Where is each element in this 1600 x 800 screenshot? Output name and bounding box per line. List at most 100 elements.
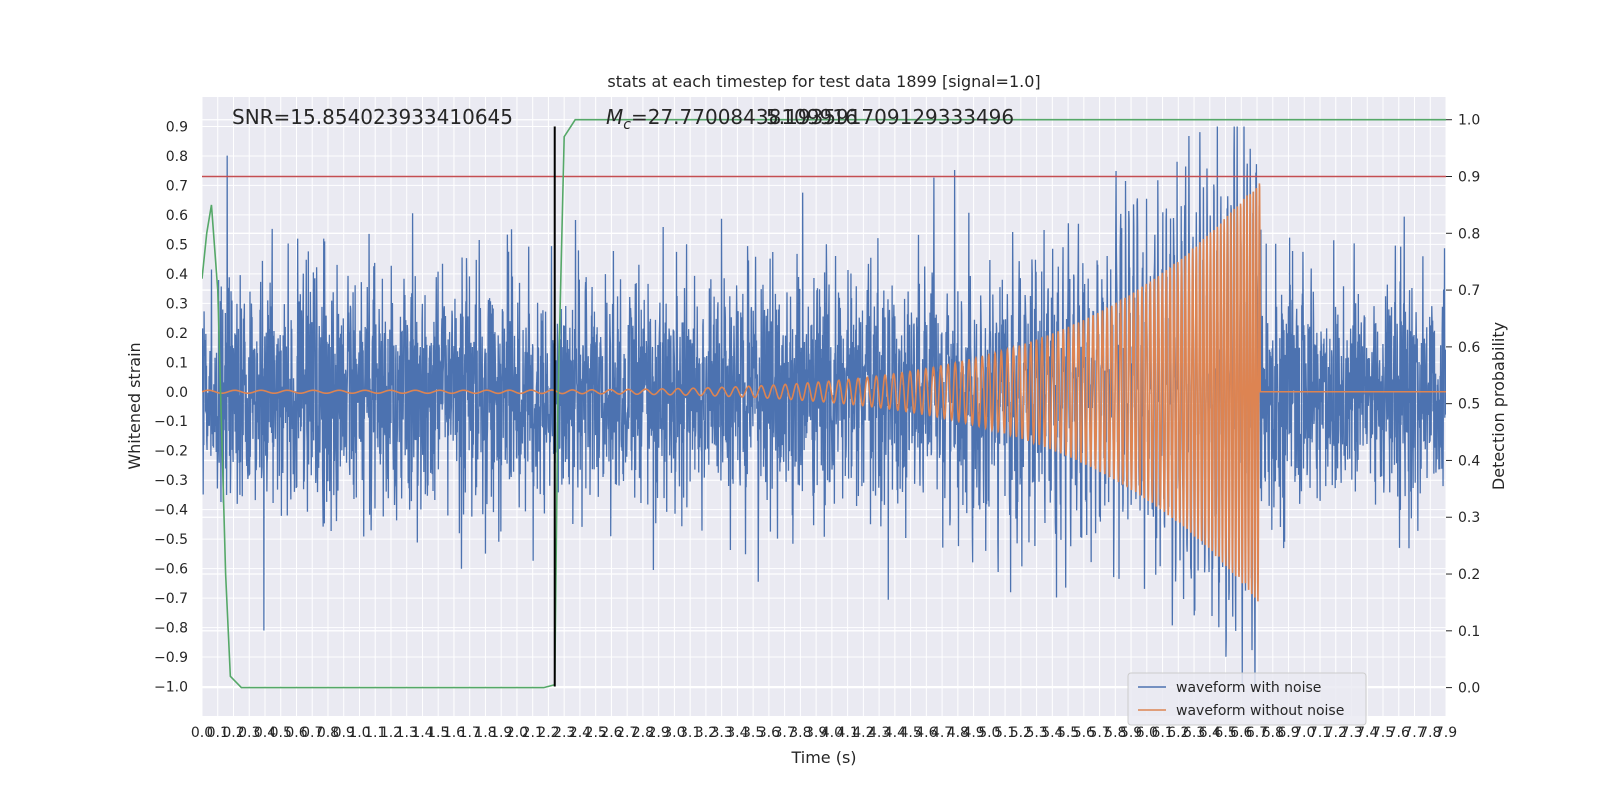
x-tick-label: 6.3: [1183, 725, 1205, 741]
y-right-tick-label: 0.6: [1458, 340, 1480, 356]
x-tick-label: 3.2: [695, 725, 717, 741]
y-axis-left-label: Whitened strain: [125, 342, 144, 469]
x-tick-label: 4.0: [821, 725, 843, 741]
x-tick-label: 7.9: [1435, 725, 1457, 741]
x-tick-label: 2.8: [632, 725, 654, 741]
y-left-tick-label: 0.9: [166, 119, 188, 135]
x-tick-label: 5.9: [1120, 725, 1142, 741]
x-tick-label: 5.6: [1073, 725, 1095, 741]
y-axis-right-ticks: 0.0 0.1 0.2 0.3 0.4 0.5 0.6 0.7 0.8 0.9 1.0: [1446, 113, 1480, 697]
chirp-mass-subscript: c: [623, 117, 631, 133]
x-tick-label: 0.5: [270, 725, 292, 741]
x-tick-label: 1.4: [411, 725, 433, 741]
x-tick-label: 5.1: [994, 725, 1016, 741]
x-tick-label: 6.1: [1151, 725, 1173, 741]
x-tick-label: 1.8: [474, 725, 496, 741]
x-tick-label: 4.4: [884, 725, 906, 741]
x-tick-label: 4.5: [899, 725, 921, 741]
x-tick-label: 7.4: [1356, 725, 1378, 741]
x-tick-label: 1.6: [443, 725, 465, 741]
x-tick-label: 0.0: [191, 725, 213, 741]
x-tick-label: 3.6: [758, 725, 780, 741]
x-tick-label: 3.7: [774, 725, 796, 741]
y-right-tick-label: 0.1: [1458, 624, 1480, 640]
y-right-tick-label: 0.0: [1458, 681, 1480, 697]
x-tick-label: 2.9: [648, 725, 670, 741]
y-right-tick-label: 0.2: [1458, 567, 1480, 583]
x-tick-label: 7.0: [1293, 725, 1315, 741]
y-right-tick-label: 0.8: [1458, 226, 1480, 242]
y-left-tick-label: 0.5: [166, 237, 188, 253]
x-tick-label: 7.6: [1388, 725, 1410, 741]
x-tick-label: 3.8: [789, 725, 811, 741]
x-tick-label: 4.6: [915, 725, 937, 741]
x-tick-label: 5.3: [1025, 725, 1047, 741]
x-tick-label: 2.1: [522, 725, 544, 741]
x-tick-label: 0.3: [238, 725, 260, 741]
chirp-mass-value: =27.77008438109916: [631, 105, 858, 129]
x-tick-label: 6.5: [1214, 725, 1236, 741]
x-tick-label: 4.7: [931, 725, 953, 741]
x-tick-label: 5.0: [978, 725, 1000, 741]
y-left-tick-label: −0.9: [154, 650, 188, 666]
x-tick-label: 2.0: [506, 725, 528, 741]
x-tick-label: 7.2: [1325, 725, 1347, 741]
x-tick-label: 1.7: [459, 725, 481, 741]
y-left-tick-label: 0.6: [166, 208, 188, 224]
y-right-tick-label: 0.5: [1458, 397, 1480, 413]
y-right-tick-label: 0.7: [1458, 283, 1480, 299]
x-tick-label: 5.7: [1088, 725, 1110, 741]
x-tick-label: 0.7: [301, 725, 323, 741]
x-tick-label: 6.8: [1262, 725, 1284, 741]
x-tick-label: 6.2: [1167, 725, 1189, 741]
x-tick-label: 5.4: [1041, 725, 1063, 741]
y-axis-right-label: Detection probability: [1489, 322, 1508, 490]
x-tick-label: 5.5: [1057, 725, 1079, 741]
y-left-tick-label: 0.0: [166, 385, 188, 401]
y-right-tick-label: 0.4: [1458, 453, 1480, 469]
x-tick-label: 4.1: [836, 725, 858, 741]
plot-data: [202, 118, 1446, 690]
x-tick-label: 2.4: [569, 725, 591, 741]
x-tick-label: 0.9: [333, 725, 355, 741]
x-tick-label: 6.9: [1277, 725, 1299, 741]
y-left-tick-label: −1.0: [154, 680, 188, 696]
x-tick-label: 3.4: [726, 725, 748, 741]
x-tick-label: 4.9: [962, 725, 984, 741]
y-left-tick-label: 0.3: [166, 296, 188, 312]
y-left-tick-label: −0.7: [154, 591, 188, 607]
series-waveform-without-noise: [202, 183, 1446, 602]
x-tick-label: 1.1: [364, 725, 386, 741]
chirp-mass-annotation: Mc=27.77008438109916: [606, 105, 858, 133]
y-right-tick-label: 0.3: [1458, 510, 1480, 526]
x-tick-label: 0.2: [222, 725, 244, 741]
x-tick-label: 3.3: [711, 725, 733, 741]
x-tick-label: 1.9: [490, 725, 512, 741]
x-tick-label: 1.5: [427, 725, 449, 741]
y-left-tick-label: −0.4: [154, 503, 188, 519]
x-tick-label: 1.3: [396, 725, 418, 741]
x-tick-label: 6.4: [1199, 725, 1221, 741]
legend-box: [1127, 672, 1367, 726]
y-right-tick-label: 0.9: [1458, 170, 1480, 186]
x-tick-label: 6.0: [1136, 725, 1158, 741]
x-tick-label: 0.1: [207, 725, 229, 741]
y-left-tick-label: −0.5: [154, 532, 188, 548]
legend-label-noise: waveform with noise: [1176, 680, 1321, 696]
x-tick-label: 7.3: [1340, 725, 1362, 741]
legend-label-clean: waveform without noise: [1176, 703, 1344, 719]
y-left-tick-label: 0.2: [166, 326, 188, 342]
x-tick-label: 3.9: [805, 725, 827, 741]
x-tick-label: 6.6: [1230, 725, 1252, 741]
x-tick-label: 1.2: [380, 725, 402, 741]
y-left-tick-label: 0.8: [166, 149, 188, 165]
x-tick-label: 3.1: [679, 725, 701, 741]
legend: waveform with noise waveform without noi…: [1127, 672, 1367, 726]
x-axis-ticks: 0.00.10.20.30.40.50.60.70.80.91.01.11.21…: [191, 725, 1457, 741]
x-tick-label: 7.5: [1372, 725, 1394, 741]
y-right-tick-label: 1.0: [1458, 113, 1480, 129]
x-tick-label: 2.5: [585, 725, 607, 741]
y-left-tick-label: 0.1: [166, 355, 188, 371]
x-tick-label: 7.7: [1403, 725, 1425, 741]
